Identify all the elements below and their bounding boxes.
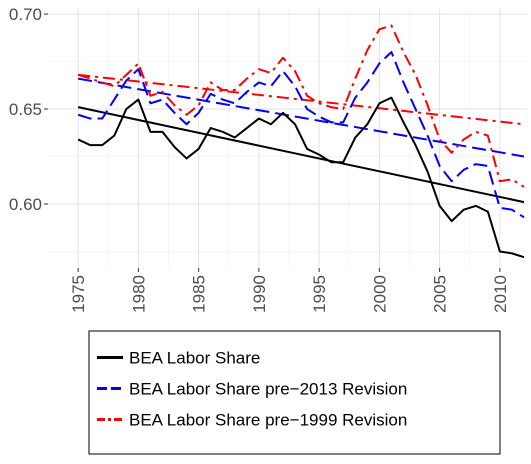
plot-background (48, 8, 527, 268)
x-tick-label: 1975 (69, 275, 88, 313)
x-tick-label: 2005 (431, 275, 450, 313)
legend-label: BEA Labor Share pre−1999 Revision (129, 411, 407, 430)
y-tick-label: 0.70 (9, 5, 42, 24)
x-tick-label: 1980 (129, 275, 148, 313)
trend-line (77, 77, 525, 158)
y-tick-label: 0.60 (9, 195, 42, 214)
legend-box (88, 330, 501, 455)
x-tick-label: 2000 (370, 275, 389, 313)
legend: BEA Labor Share BEA Labor Share pre−2013 … (88, 330, 501, 455)
series-line (77, 51, 525, 219)
x-tick-label: 1995 (310, 275, 329, 313)
x-tick-label: 1985 (190, 275, 209, 313)
series-line (77, 24, 525, 188)
series-line (77, 96, 525, 259)
x-tick-label: 2010 (491, 275, 510, 313)
trend-line (77, 106, 525, 204)
x-tick-label: 1990 (250, 275, 269, 313)
legend-label: BEA Labor Share pre−2013 Revision (129, 380, 407, 399)
legend-label: BEA Labor Share (129, 349, 260, 368)
y-tick-label: 0.65 (9, 100, 42, 119)
